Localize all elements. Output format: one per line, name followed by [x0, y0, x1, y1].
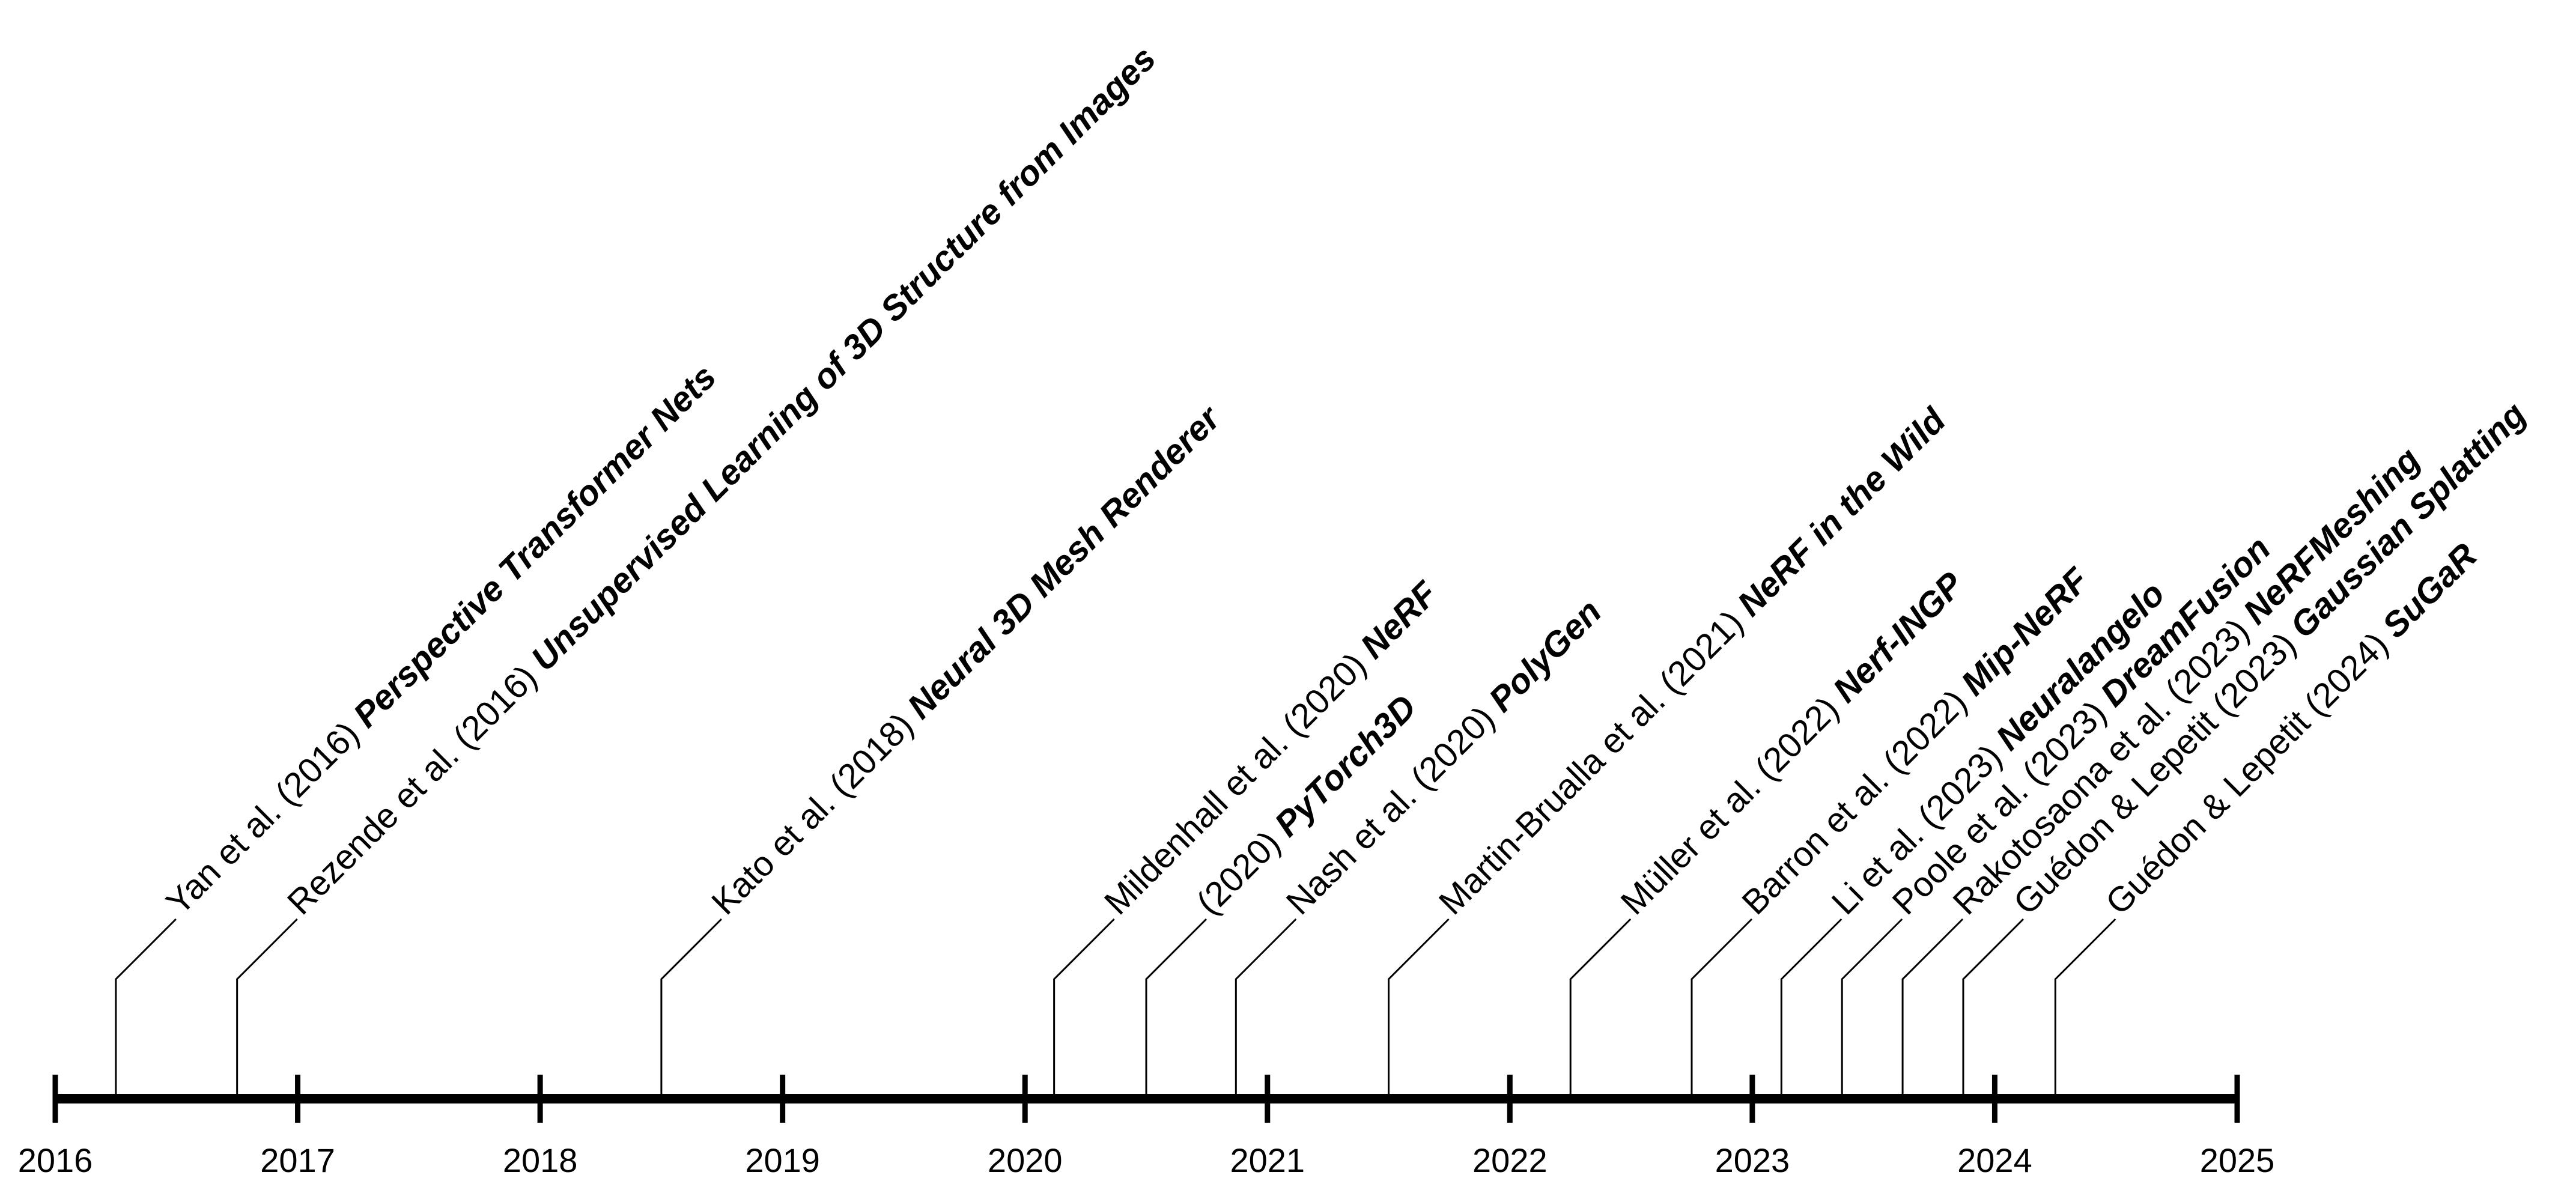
year-label: 2017: [260, 1141, 335, 1179]
event-title: NeRF: [1353, 574, 1445, 666]
event-leader-line: [1569, 918, 1632, 1094]
timeline-axis: 2016 2017 2018 2019 2020 2021 2022 2023 2024 2025: [18, 1075, 2275, 1179]
year-label: 2018: [503, 1141, 578, 1179]
event-leader-line: [1053, 918, 1115, 1094]
timeline-events: Yan et al. (2016) Perspective Transforme…: [115, 39, 2533, 1094]
event-leader-line: [1841, 918, 1903, 1094]
event-author: Kato et al. (2018): [704, 699, 928, 922]
timeline-event: Kato et al. (2018) Neural 3D Mesh Render…: [660, 398, 1229, 1094]
timeline-event: Yan et al. (2016) Perspective Transforme…: [115, 357, 723, 1094]
event-leader-line: [1901, 918, 1964, 1094]
event-title: PolyGen: [1481, 592, 1609, 719]
event-label: Rezende et al. (2016) Unsupervised Learn…: [280, 39, 1163, 922]
event-author: Martin-Brualla et al. (2021): [1432, 596, 1758, 922]
year-label: 2019: [745, 1141, 820, 1179]
year-label: 2016: [18, 1141, 93, 1179]
year-label: 2021: [1230, 1141, 1305, 1179]
event-leader-line: [1690, 918, 1753, 1094]
event-leader-line: [660, 918, 722, 1094]
event-leader-line: [115, 918, 177, 1094]
event-title: Neural 3D Mesh Renderer: [900, 398, 1229, 727]
year-label: 2025: [2200, 1141, 2275, 1179]
event-author: Yan et al. (2016): [159, 708, 374, 923]
event-leader-line: [1780, 918, 1842, 1094]
timeline-event: Rezende et al. (2016) Unsupervised Learn…: [236, 39, 1163, 1094]
event-leader-line: [2054, 918, 2116, 1094]
event-leader-line: [236, 918, 298, 1094]
event-leader-line: [1388, 918, 1450, 1094]
year-label: 2023: [1715, 1141, 1790, 1179]
event-leader-line: [1962, 918, 2025, 1094]
year-label: 2020: [988, 1141, 1063, 1179]
year-label: 2024: [1957, 1141, 2032, 1179]
event-label: Mildenhall et al. (2020) NeRF: [1097, 574, 1445, 922]
event-label: Yan et al. (2016) Perspective Transforme…: [159, 357, 723, 922]
event-leader-line: [1145, 918, 1208, 1094]
event-leader-line: [1235, 918, 1297, 1094]
year-label: 2022: [1472, 1141, 1548, 1179]
